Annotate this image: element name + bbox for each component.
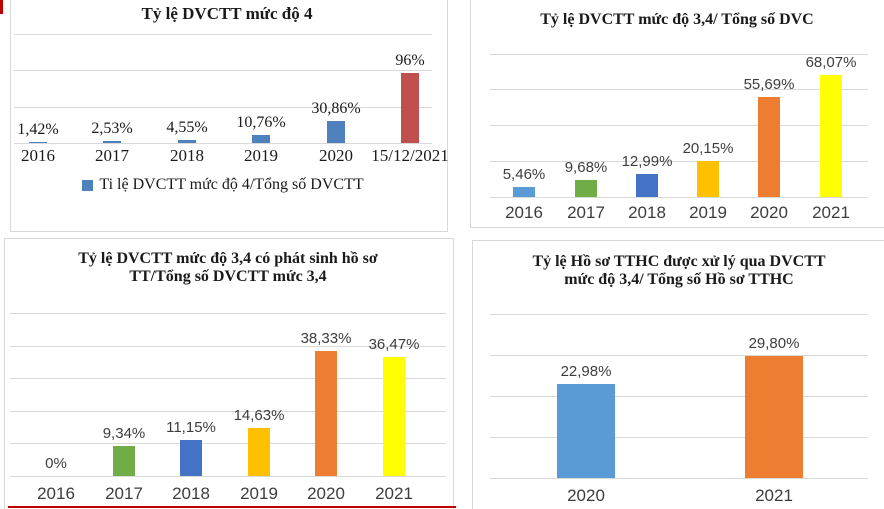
bar-2017 — [103, 141, 121, 143]
gridline — [10, 346, 446, 347]
bar-2021 — [820, 75, 842, 197]
category-label: 2018 — [628, 203, 666, 222]
chart-title: Tỷ lệ Hồ sơ TTHC được xử lý qua DVCTT mứ… — [532, 253, 826, 289]
value-label: 38,33% — [300, 330, 352, 347]
category-label: 2017 — [567, 203, 605, 222]
x-axis-baseline — [14, 143, 432, 144]
value-label: 4,55% — [166, 119, 208, 136]
gridline — [490, 355, 868, 356]
gridline — [14, 70, 432, 71]
chart-panel-dvctt-muc-do-4 — [10, 0, 448, 232]
category-label: 2018 — [170, 146, 204, 165]
value-label: 36,47% — [368, 336, 420, 353]
legend: Ti lệ DVCTT mức độ 4/Tổng số DVCTT — [14, 176, 432, 194]
bar-2020 — [315, 351, 337, 476]
bar-2017 — [113, 446, 135, 476]
gridline — [14, 107, 432, 108]
category-label: 2016 — [505, 203, 543, 222]
bar-2019 — [697, 161, 719, 197]
category-label: 2019 — [689, 203, 727, 222]
bar-2018 — [636, 174, 658, 197]
chart-title: Tỷ lệ DVCTT mức độ 4 — [141, 4, 313, 23]
value-label: 9,34% — [102, 425, 146, 442]
value-label: 10,76% — [236, 114, 286, 131]
category-label: 2019 — [244, 146, 278, 165]
category-label: 2021 — [812, 203, 850, 222]
legend-label: Ti lệ DVCTT mức độ 4/Tổng số DVCTT — [99, 176, 364, 193]
category-label: 2017 — [95, 146, 129, 165]
gridline — [10, 313, 446, 314]
gridline — [10, 378, 446, 379]
bar-2021 — [745, 356, 803, 478]
x-axis-baseline — [10, 476, 446, 477]
category-label: 2017 — [105, 484, 143, 503]
category-label: 2016 — [21, 146, 55, 165]
category-label: 2019 — [240, 484, 278, 503]
value-label: 1,42% — [17, 121, 59, 138]
category-label: 2020 — [750, 203, 788, 222]
value-label: 29,80% — [748, 335, 800, 352]
value-label: 22,98% — [560, 363, 612, 380]
gridline — [490, 125, 868, 126]
value-label: 9,68% — [564, 159, 608, 176]
gridline — [14, 34, 432, 35]
x-axis-baseline — [490, 478, 868, 479]
category-label: 2016 — [37, 484, 75, 503]
value-label: 0% — [45, 455, 67, 472]
gridline — [490, 314, 868, 315]
gridline — [490, 161, 868, 162]
bar-2020 — [557, 384, 615, 478]
bar-2020 — [758, 97, 780, 197]
gridline — [490, 89, 868, 90]
category-label: 2021 — [755, 486, 793, 505]
category-label: 2021 — [375, 484, 413, 503]
bar-2018 — [180, 440, 202, 476]
category-label: 2020 — [307, 484, 345, 503]
bar-2016 — [513, 187, 535, 197]
category-label: 2020 — [567, 486, 605, 505]
gridline — [490, 54, 868, 55]
red-page-border-bottom — [8, 506, 456, 508]
red-page-border-top-left — [0, 0, 3, 14]
value-label: 20,15% — [682, 140, 734, 157]
value-label: 11,15% — [166, 419, 216, 436]
value-label: 12,99% — [621, 153, 673, 170]
value-label: 14,63% — [233, 407, 285, 424]
bar-2016 — [29, 142, 47, 143]
value-label: 68,07% — [805, 54, 857, 71]
chart-title: Tỷ lệ DVCTT mức độ 3,4/ Tổng số DVC — [540, 11, 814, 28]
value-label: 55,69% — [743, 76, 795, 93]
gridline — [10, 443, 446, 444]
bar-2019 — [248, 428, 270, 476]
bar-2020 — [327, 121, 345, 143]
value-label: 5,46% — [502, 166, 546, 183]
bar-2018 — [178, 140, 196, 143]
category-label: 15/12/2021 — [371, 146, 449, 165]
x-axis-baseline — [490, 197, 868, 198]
gridline — [490, 437, 868, 438]
bar-2017 — [575, 180, 597, 197]
chart-panel-dvctt-34-phat-sinh-ho-so — [4, 238, 454, 509]
gridline — [10, 411, 446, 412]
category-label: 2020 — [319, 146, 353, 165]
chart-panel-ho-so-tthc — [472, 240, 884, 509]
value-label: 2,53% — [91, 120, 133, 137]
bar-2021 — [383, 357, 405, 476]
value-label: 96% — [395, 52, 425, 69]
bar-2019 — [252, 135, 270, 143]
bar-15/12/2021 — [401, 73, 419, 143]
gridline — [490, 396, 868, 397]
value-label: 30,86% — [311, 100, 361, 117]
chart-title: Tỷ lệ DVCTT mức độ 3,4 có phát sinh hồ s… — [78, 250, 378, 286]
chart-panel-dvctt-34-tong-dvc — [470, 0, 884, 228]
legend-marker-icon — [82, 179, 94, 191]
category-label: 2018 — [172, 484, 210, 503]
